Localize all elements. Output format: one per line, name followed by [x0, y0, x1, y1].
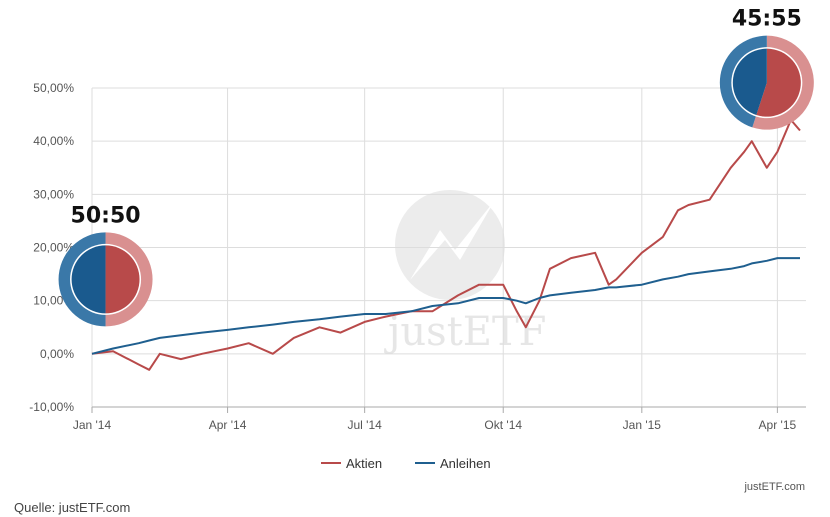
series-line-aktien — [91, 118, 801, 371]
allocation-donut-2: 45:55 — [719, 7, 814, 130]
y-tick-label: 0,00% — [40, 347, 74, 361]
source-note: Quelle: justETF.com — [14, 500, 130, 515]
donut-stock-inner — [105, 245, 140, 314]
y-tick-label: 20,00% — [33, 241, 74, 255]
x-tick-label: Jan '14 — [73, 418, 112, 432]
allocation-annotations: 50:50 45:55 — [58, 7, 814, 327]
series-line-anleihen — [91, 257, 800, 355]
y-tick-label: 50,00% — [33, 81, 74, 95]
series-lines — [91, 118, 801, 371]
y-tick-label: 40,00% — [33, 134, 74, 148]
watermark: justETF — [384, 190, 546, 355]
x-tick-label: Apr '14 — [209, 418, 247, 432]
x-tick-label: Okt '14 — [484, 418, 522, 432]
legend-item-aktien[interactable]: Aktien — [321, 456, 382, 471]
gridlines — [91, 87, 806, 408]
watermark-text: justETF — [384, 309, 546, 355]
y-tick-label: -10,00% — [29, 400, 74, 414]
donut-bond-inner — [732, 48, 767, 116]
donut-bond-inner — [71, 245, 106, 314]
donut-stock-inner — [756, 48, 801, 117]
x-tick-label: Apr '15 — [759, 418, 797, 432]
legend-item-anleihen[interactable]: Anleihen — [415, 456, 491, 471]
axes: -10,00%0,00%10,00%20,00%30,00%40,00%50,0… — [29, 81, 806, 432]
x-tick-label: Jan '15 — [623, 418, 662, 432]
y-tick-label: 30,00% — [33, 187, 74, 201]
legend[interactable]: Aktien Anleihen — [321, 456, 491, 471]
legend-label-aktien: Aktien — [346, 456, 382, 471]
x-tick-label: Jul '14 — [347, 418, 382, 432]
allocation-ratio-label: 45:55 — [732, 7, 802, 32]
legend-label-anleihen: Anleihen — [440, 456, 491, 471]
chart-credit: justETF.com — [743, 481, 805, 493]
allocation-ratio-label: 50:50 — [71, 203, 141, 228]
allocation-donut-1: 50:50 — [58, 203, 153, 327]
